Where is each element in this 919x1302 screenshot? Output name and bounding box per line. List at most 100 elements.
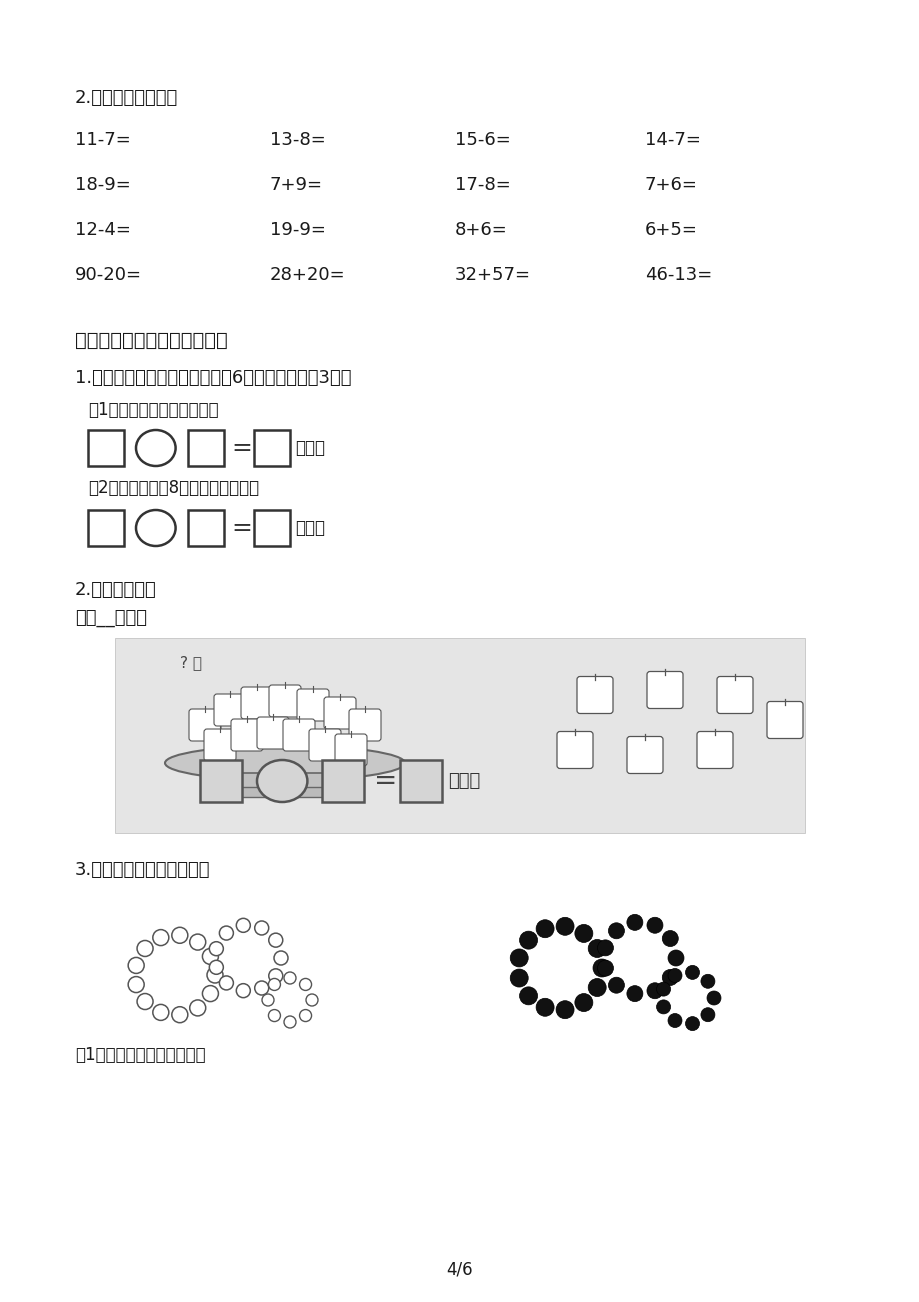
FancyBboxPatch shape: [283, 719, 314, 751]
Text: 共有__个苹果: 共有__个苹果: [75, 609, 147, 628]
FancyBboxPatch shape: [556, 732, 593, 768]
Circle shape: [300, 978, 312, 991]
Circle shape: [555, 1001, 573, 1018]
FancyBboxPatch shape: [627, 737, 663, 773]
Circle shape: [656, 982, 670, 996]
FancyBboxPatch shape: [230, 773, 340, 792]
Bar: [400, 760, 442, 802]
Circle shape: [172, 1006, 187, 1022]
Circle shape: [519, 987, 537, 1005]
FancyBboxPatch shape: [215, 786, 355, 797]
Circle shape: [207, 967, 222, 983]
Bar: [88, 430, 124, 466]
Circle shape: [626, 914, 642, 931]
Text: 90-20=: 90-20=: [75, 266, 142, 284]
FancyBboxPatch shape: [697, 732, 732, 768]
Bar: [254, 430, 289, 466]
Circle shape: [137, 993, 153, 1009]
Text: （个）: （个）: [448, 772, 480, 790]
Circle shape: [219, 976, 233, 990]
Ellipse shape: [256, 760, 307, 802]
Text: 4/6: 4/6: [447, 1262, 472, 1279]
Circle shape: [596, 940, 613, 956]
Circle shape: [236, 984, 250, 997]
Circle shape: [153, 1004, 168, 1021]
Bar: [199, 760, 242, 802]
Circle shape: [128, 976, 144, 992]
Circle shape: [519, 931, 537, 949]
Circle shape: [236, 918, 250, 932]
Circle shape: [210, 961, 223, 974]
FancyBboxPatch shape: [646, 672, 682, 708]
Text: 7+6=: 7+6=: [644, 176, 698, 194]
Circle shape: [210, 941, 223, 956]
Circle shape: [268, 978, 280, 991]
Circle shape: [700, 1008, 714, 1022]
Text: 28+20=: 28+20=: [269, 266, 346, 284]
Text: 18-9=: 18-9=: [75, 176, 130, 194]
Text: 13-8=: 13-8=: [269, 132, 325, 148]
Text: 17-8=: 17-8=: [455, 176, 510, 194]
Circle shape: [607, 923, 624, 939]
FancyBboxPatch shape: [348, 710, 380, 741]
Circle shape: [153, 930, 168, 945]
Circle shape: [667, 950, 683, 966]
Bar: [88, 510, 124, 546]
Text: =: =: [374, 767, 397, 796]
Bar: [322, 760, 364, 802]
Text: =: =: [232, 516, 252, 540]
FancyBboxPatch shape: [309, 729, 341, 760]
FancyBboxPatch shape: [323, 697, 356, 729]
Text: 32+57=: 32+57=: [455, 266, 530, 284]
Circle shape: [685, 1017, 698, 1031]
FancyBboxPatch shape: [231, 719, 263, 751]
Circle shape: [306, 993, 318, 1006]
Circle shape: [255, 980, 268, 995]
Circle shape: [626, 986, 642, 1001]
Text: 46-13=: 46-13=: [644, 266, 711, 284]
Circle shape: [137, 940, 153, 957]
FancyBboxPatch shape: [716, 677, 752, 713]
Circle shape: [255, 921, 268, 935]
Circle shape: [596, 960, 613, 976]
Circle shape: [536, 919, 553, 937]
Text: 1.　东东做纸飞机，第一天做了6架，第二天做了3架。: 1. 东东做纸飞机，第一天做了6架，第二天做了3架。: [75, 368, 351, 387]
Text: 15-6=: 15-6=: [455, 132, 510, 148]
Text: 6+5=: 6+5=: [644, 221, 698, 240]
Circle shape: [646, 983, 663, 999]
Text: （架）: （架）: [295, 439, 325, 457]
Text: 14-7=: 14-7=: [644, 132, 700, 148]
FancyBboxPatch shape: [297, 689, 329, 721]
FancyBboxPatch shape: [188, 710, 221, 741]
Circle shape: [268, 1009, 280, 1022]
Circle shape: [555, 918, 573, 935]
Circle shape: [510, 949, 528, 967]
Circle shape: [656, 1000, 670, 1014]
Text: ? 个: ? 个: [180, 655, 202, 671]
Circle shape: [202, 986, 218, 1001]
Circle shape: [284, 1016, 296, 1029]
Text: 五、应用题，请你解决问题。: 五、应用题，请你解决问题。: [75, 331, 228, 349]
Circle shape: [667, 1013, 681, 1027]
Bar: [115, 638, 804, 833]
Circle shape: [274, 950, 288, 965]
Circle shape: [662, 970, 677, 986]
Circle shape: [219, 926, 233, 940]
Circle shape: [574, 924, 592, 943]
Circle shape: [189, 1000, 206, 1016]
FancyBboxPatch shape: [268, 685, 301, 717]
Circle shape: [646, 917, 663, 934]
Text: 11-7=: 11-7=: [75, 132, 130, 148]
Ellipse shape: [165, 746, 404, 780]
Text: 2.　列式计算。: 2. 列式计算。: [75, 581, 156, 599]
Bar: [254, 510, 289, 546]
Circle shape: [300, 1009, 312, 1022]
FancyBboxPatch shape: [335, 734, 367, 766]
Text: （1）两天一共做了多少架？: （1）两天一共做了多少架？: [88, 401, 219, 419]
Circle shape: [667, 969, 681, 983]
Circle shape: [700, 974, 714, 988]
Circle shape: [662, 931, 677, 947]
Circle shape: [706, 991, 720, 1005]
Circle shape: [172, 927, 187, 943]
Text: 2.　直接写出得数。: 2. 直接写出得数。: [75, 89, 178, 107]
